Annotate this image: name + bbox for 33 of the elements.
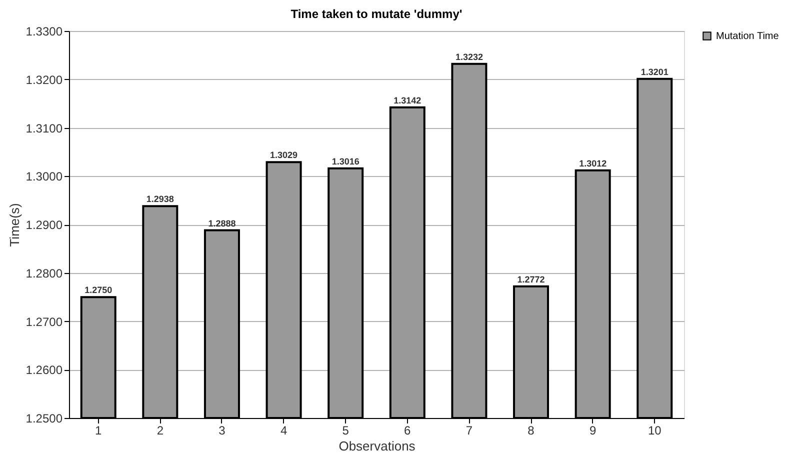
y-axis-title: Time(s) [6,203,22,247]
data-label: 1.2772 [517,274,545,284]
y-tick-label: 1.2600 [26,363,63,378]
data-label: 1.3012 [579,158,607,168]
y-tick-label: 1.2800 [26,266,63,280]
data-label: 1.3029 [270,150,298,160]
x-tick-label: 9 [589,424,596,438]
y-tick-label: 1.3300 [26,24,63,38]
data-label: 1.2938 [146,194,174,204]
data-label: 1.3142 [394,95,422,106]
x-tick-label: 10 [648,424,662,438]
data-label: 1.2888 [208,218,236,228]
data-label: 1.2750 [84,285,112,296]
y-tick-label: 1.3200 [26,72,63,87]
chart-title: Time taken to mutate 'dummy' [290,7,462,21]
data-label: 1.3232 [455,52,483,62]
y-tick-label: 1.2900 [26,218,63,232]
y-tick-label: 1.3000 [26,170,63,184]
data-label: 1.3016 [332,156,360,166]
y-tick-label: 1.3100 [26,121,63,136]
x-tick-label: 7 [466,424,473,438]
x-tick-label: 4 [280,424,288,438]
x-tick-label: 5 [342,424,350,438]
x-tick-label: 8 [528,424,535,438]
data-label: 1.3201 [640,66,668,77]
x-tick-label: 3 [218,424,226,438]
x-tick-label: 1 [95,424,102,438]
x-tick-label: 2 [156,424,164,438]
x-tick-label: 6 [404,424,412,438]
y-tick-label: 1.2700 [26,314,63,329]
x-axis-title: Observations [338,438,416,454]
legend-label: Mutation Time [716,31,780,42]
y-tick-label: 1.2500 [26,412,63,426]
